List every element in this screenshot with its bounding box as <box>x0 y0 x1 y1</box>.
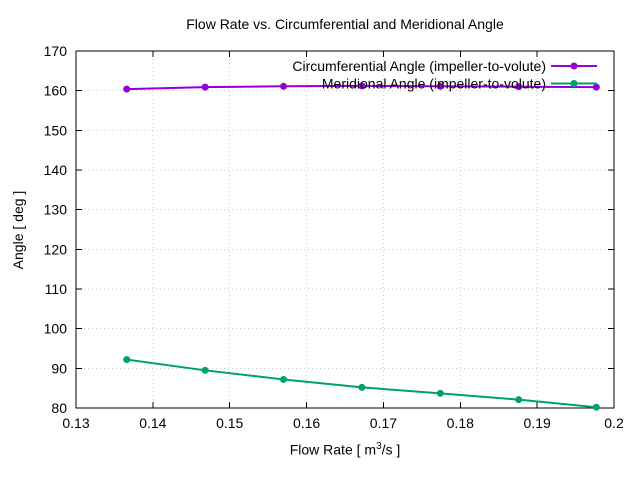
data-point <box>592 83 600 91</box>
x-axis-label-prefix: Flow Rate [ m <box>289 441 377 458</box>
legend-sample-marker <box>570 80 578 87</box>
y-tick-label: 100 <box>44 321 68 337</box>
y-axis-label: Angle [ deg ] <box>10 190 26 270</box>
data-point <box>515 83 523 91</box>
data-point <box>201 366 209 374</box>
y-tick-label: 90 <box>51 360 67 376</box>
data-point <box>358 82 366 90</box>
chart-title: Flow Rate vs. Circumferential and Meridi… <box>186 16 504 32</box>
legend-label: Circumferential Angle (impeller-to-volut… <box>292 58 546 74</box>
x-tick-label: 0.14 <box>139 415 166 431</box>
x-tick-label: 0.18 <box>447 415 474 431</box>
x-axis-label: Flow Rate [ m3/s ] <box>76 441 614 458</box>
data-point <box>592 403 600 411</box>
x-axis-label-exponent: 3 <box>376 441 382 452</box>
plot-border <box>75 50 615 409</box>
data-point <box>123 85 131 93</box>
data-point <box>280 375 288 383</box>
y-tick-label: 150 <box>44 122 68 138</box>
x-tick-label: 0.13 <box>62 415 89 431</box>
legend-sample-marker <box>570 62 578 70</box>
y-tick-label: 110 <box>45 281 68 297</box>
y-tick-label: 160 <box>44 83 68 99</box>
series-line <box>125 358 598 409</box>
x-tick-label: 0.19 <box>524 415 551 431</box>
data-point <box>123 356 131 364</box>
legend-label: Meridional Angle (impeller-to-volute) <box>322 76 546 92</box>
data-point <box>436 82 444 90</box>
y-tick-label: 170 <box>44 43 68 59</box>
y-tick-label: 130 <box>44 202 68 218</box>
y-tick-label: 140 <box>44 162 68 178</box>
x-tick-label: 0.16 <box>293 415 320 431</box>
x-tick-label: 0.17 <box>370 415 397 431</box>
data-point <box>436 389 444 397</box>
y-tick-label: 80 <box>51 400 67 416</box>
data-point <box>280 82 288 90</box>
data-point <box>358 383 366 391</box>
data-point <box>201 83 209 91</box>
data-point <box>515 396 523 404</box>
y-tick-label: 120 <box>44 241 68 257</box>
x-axis-label-suffix: /s ] <box>381 441 401 458</box>
x-tick-label: 0.2 <box>604 415 624 431</box>
x-tick-label: 0.15 <box>216 415 243 431</box>
